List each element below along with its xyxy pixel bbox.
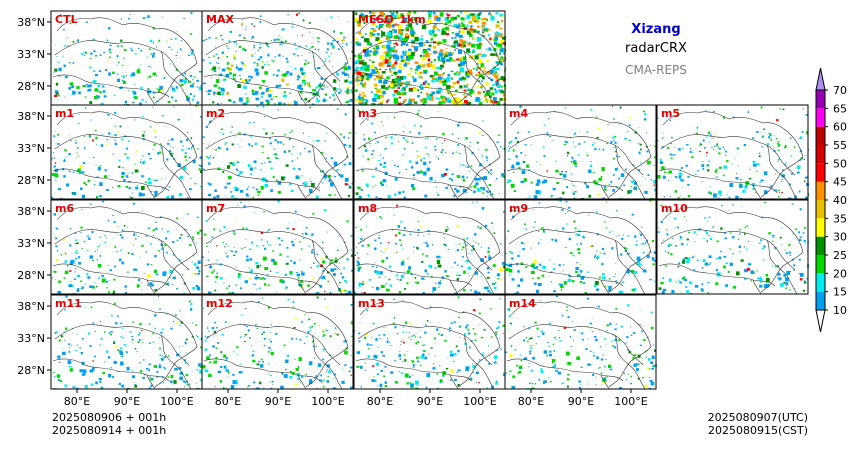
lat-tick-label: 38°N [17,16,45,29]
colorbar-tick-label: 50 [833,157,847,170]
colorbar-tick-label: 30 [833,231,847,244]
map-panel: m5 [656,104,809,200]
colorbar-tick-label: 35 [833,212,847,225]
colorbar-tick-label: 60 [833,121,847,134]
lon-tick-label: 80°E [518,395,544,408]
lon-tick-label: 100°E [311,395,344,408]
panel-label: m3 [358,107,377,120]
colorbar-tick-label: 55 [833,139,847,152]
panel-label: m11 [55,297,82,310]
valid-time-cst: 2025080915(CST) [708,424,808,437]
map-panel: m10 [656,199,809,295]
panel-label: m10 [661,202,688,215]
colorbar-tick-label: 65 [833,102,847,115]
lat-tick-label: 28°N [17,269,45,282]
map-panel: m3 [353,104,506,200]
lon-tick-label: 90°E [417,395,443,408]
map-axes: 38°N 33°N 28°N 38°N 33°N 28°N 38°N 33°N 28°N 38°N… [17,16,648,408]
init-time-cst: 2025080914 + 001h [52,424,167,437]
colorbar: 10 15 20 25 30 35 40 45 50 55 60 65 70 [815,67,847,333]
colorbar-band [816,126,825,145]
map-panel: m14 [504,294,657,390]
lat-tick-label: 28°N [17,80,45,93]
lon-tick-label: 100°E [614,395,647,408]
map-panel: m1 [50,104,203,200]
lon-tick-label: 100°E [463,395,496,408]
map-panel: m7 [201,199,354,295]
lat-tick-label: 38°N [17,300,45,313]
lat-tick-label: 33°N [17,142,45,155]
map-panel: m11 [50,294,203,390]
valid-time-block: 2025080907(UTC) 2025080915(CST) [696,411,808,437]
colorbar-band [816,273,825,292]
colorbar-band [816,236,825,255]
lat-tick-label: 33°N [17,332,45,345]
lat-tick-label: 28°N [17,364,45,377]
panel-label: CTL [55,13,78,26]
colorbar-band [816,291,825,310]
colorbar-band [816,255,825,274]
panel-label: m1 [55,107,74,120]
colorbar-band [816,218,825,237]
lon-tick-label: 90°E [568,395,594,408]
panel-label: m9 [509,202,528,215]
panel-label: m5 [661,107,680,120]
lat-tick-label: 38°N [17,205,45,218]
panel-label: m7 [206,202,225,215]
lon-tick-label: 90°E [114,395,140,408]
lon-tick-label: 80°E [215,395,241,408]
panel-label: m6 [55,202,74,215]
lon-tick-label: 100°E [160,395,193,408]
map-panel: MAX [201,10,354,106]
colorbar-band [816,181,825,200]
lat-tick-label: 33°N [17,48,45,61]
map-panel: m13 [353,294,506,390]
colorbar-band [816,90,825,109]
map-panel: m2 [201,104,354,200]
init-time-block: 2025080906 + 001h 2025080914 + 001h [52,411,166,437]
panel-label: MESO_1km [358,13,426,26]
lon-tick-label: 80°E [367,395,393,408]
map-panel: CTL [50,10,203,106]
map-panels: CTL MAX MESO_1km m1 m2 m3 m4 m5 m6 m7 m8 m9 m10 m11 m1… [50,10,809,390]
lat-tick-label: 38°N [17,110,45,123]
colorbar-tick-label: 45 [833,176,847,189]
panel-label: MAX [206,13,234,26]
lon-tick-label: 90°E [265,395,291,408]
colorbar-band [816,145,825,164]
map-panel: m9 [504,199,657,295]
panel-label: m13 [358,297,385,310]
map-panel: MESO_1km [353,10,506,106]
colorbar-tick-label: 20 [833,267,847,280]
panel-label: m4 [509,107,528,120]
panel-label: m8 [358,202,377,215]
map-panel: m4 [504,104,657,200]
figure-header: Xizang radarCRX CMA-REPS [625,22,687,77]
colorbar-tick-label: 70 [833,84,847,97]
panel-label: m12 [206,297,233,310]
map-panel: m12 [201,294,354,390]
colorbar-band [816,163,825,182]
region-title: Xizang [631,22,680,37]
lat-tick-label: 28°N [17,174,45,187]
map-panel: m8 [353,199,506,295]
colorbar-band [816,108,825,127]
panel-label: m2 [206,107,225,120]
lon-tick-label: 80°E [64,395,90,408]
colorbar-band [816,200,825,219]
variable-title: radarCRX [625,41,687,56]
init-time-utc: 2025080906 + 001h [52,411,167,424]
colorbar-tick-label: 10 [833,304,847,317]
valid-time-utc: 2025080907(UTC) [707,411,808,424]
colorbar-tick-label: 15 [833,286,847,299]
map-panel: m6 [50,199,203,295]
lat-tick-label: 33°N [17,237,45,250]
system-title: CMA-REPS [625,63,687,77]
colorbar-tick-label: 40 [833,194,847,207]
colorbar-tick-label: 25 [833,249,847,262]
panel-label: m14 [509,297,536,310]
